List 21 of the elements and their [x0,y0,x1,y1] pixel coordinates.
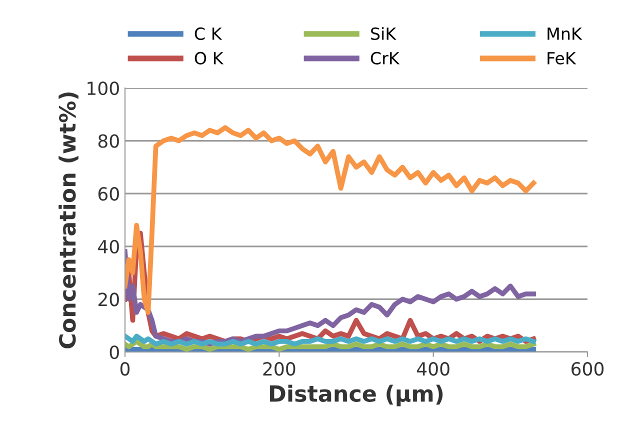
y-tick-label: 40 [98,240,119,254]
line-series [125,125,536,315]
line-series [125,334,536,347]
x-tick-label: 600 [572,362,604,376]
x-tick-label: 200 [263,362,296,376]
x-axis-title: Distance (µm) [270,384,443,406]
legend-label: O K [194,52,224,64]
y-tick-label: 60 [98,187,119,201]
x-tick-label: 0 [120,362,130,376]
legend-label: MnK [548,28,582,40]
x-tick-label: 400 [416,362,450,376]
line-series [125,339,536,352]
y-tick-label: 100 [88,81,119,96]
legend-label: CrK [370,52,400,64]
y-tick-label: 20 [98,292,119,306]
y-tick-label: 0 [110,345,119,360]
legend-label: FeK [548,52,576,64]
y-tick-label: 80 [98,134,119,148]
legend-label: SiK [371,27,396,40]
legend-label: C K [194,27,222,40]
y-axis-title: Concentration (wt%) [58,92,78,348]
